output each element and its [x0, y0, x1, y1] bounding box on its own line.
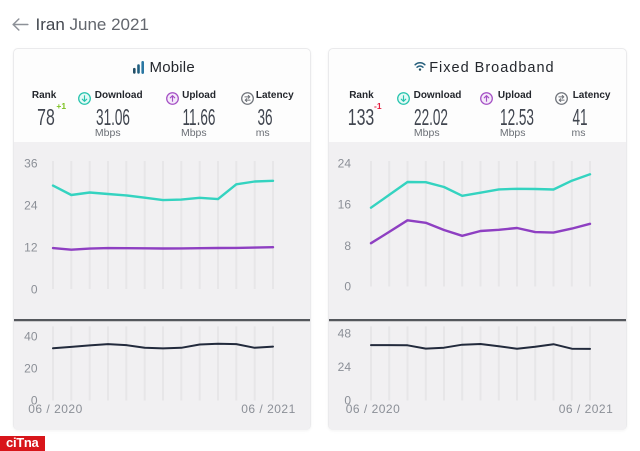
svg-text:20: 20	[24, 362, 38, 376]
svg-text:0: 0	[31, 394, 38, 408]
svg-text:06 / 2021: 06 / 2021	[241, 402, 296, 416]
svg-text:12: 12	[24, 241, 38, 255]
svg-text:24: 24	[24, 199, 38, 213]
svg-text:16: 16	[338, 198, 352, 212]
svg-text:24: 24	[338, 360, 352, 374]
svg-text:06 / 2021: 06 / 2021	[559, 402, 614, 416]
svg-text:0: 0	[344, 280, 351, 294]
svg-text:06 / 2020: 06 / 2020	[28, 402, 83, 416]
svg-text:36: 36	[24, 157, 38, 171]
svg-text:48: 48	[338, 327, 352, 341]
svg-text:40: 40	[24, 330, 38, 344]
svg-text:0: 0	[31, 283, 38, 297]
svg-text:24: 24	[338, 157, 352, 171]
svg-text:0: 0	[344, 394, 351, 408]
svg-text:8: 8	[344, 239, 351, 253]
svg-text:06 / 2020: 06 / 2020	[346, 402, 401, 416]
